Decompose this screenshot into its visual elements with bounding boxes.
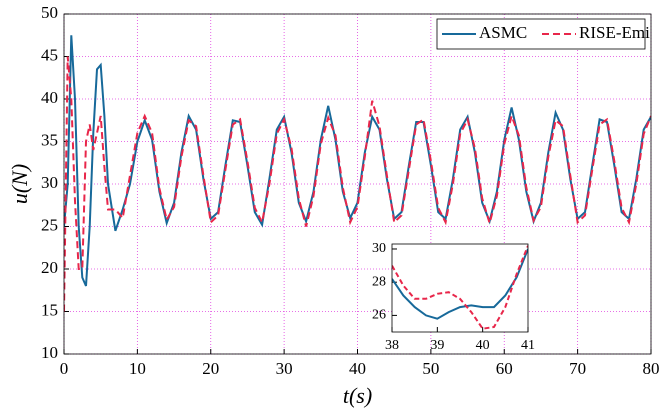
x-tick-label: 80 (643, 359, 660, 378)
series-line (64, 56, 651, 312)
x-tick-label: 0 (60, 359, 69, 378)
y-tick-label: 50 (41, 3, 58, 22)
x-tick-label: 20 (202, 359, 219, 378)
y-tick-label: 25 (41, 215, 58, 234)
y-tick-label: 15 (41, 300, 58, 319)
series-line (392, 248, 528, 320)
x-tick-label: 39 (430, 338, 444, 353)
x-tick-label: 30 (276, 359, 293, 378)
x-axis-label: t(s) (343, 383, 372, 408)
x-tick-label: 70 (569, 359, 586, 378)
plot-area (392, 244, 528, 332)
y-tick-label: 45 (41, 45, 58, 64)
y-tick-label: 35 (41, 130, 58, 149)
y-tick-label: 10 (41, 343, 58, 362)
y-axis-label: u(N) (7, 164, 32, 204)
series-line (392, 245, 528, 330)
inset: 38 39 40 41 26 28 30 (372, 241, 535, 353)
main-plot: 0 10 20 30 40 50 60 70 80101520253035404550t(s)u… (7, 3, 659, 408)
axes-box (391, 243, 529, 333)
y-tick-label: 20 (41, 258, 58, 277)
legend: ASMC RISE-Emi (436, 18, 650, 50)
x-tick-label: 38 (385, 338, 399, 353)
legend-label: ASMC (479, 23, 527, 42)
y-tick-label: 26 (372, 308, 386, 323)
x-tick-label: 40 (349, 359, 366, 378)
y-tick-label: 40 (41, 88, 58, 107)
x-tick-label: 10 (129, 359, 146, 378)
y-tick-label: 28 (372, 274, 386, 289)
y-tick-label: 30 (372, 241, 386, 256)
axes-box (63, 13, 652, 355)
x-tick-label: 50 (422, 359, 439, 378)
y-tick-label: 30 (41, 173, 58, 192)
legend-label: RISE-Emi (579, 23, 650, 42)
x-tick-label: 40 (476, 338, 490, 353)
x-tick-label: 60 (496, 359, 513, 378)
x-tick-label: 41 (521, 338, 535, 353)
